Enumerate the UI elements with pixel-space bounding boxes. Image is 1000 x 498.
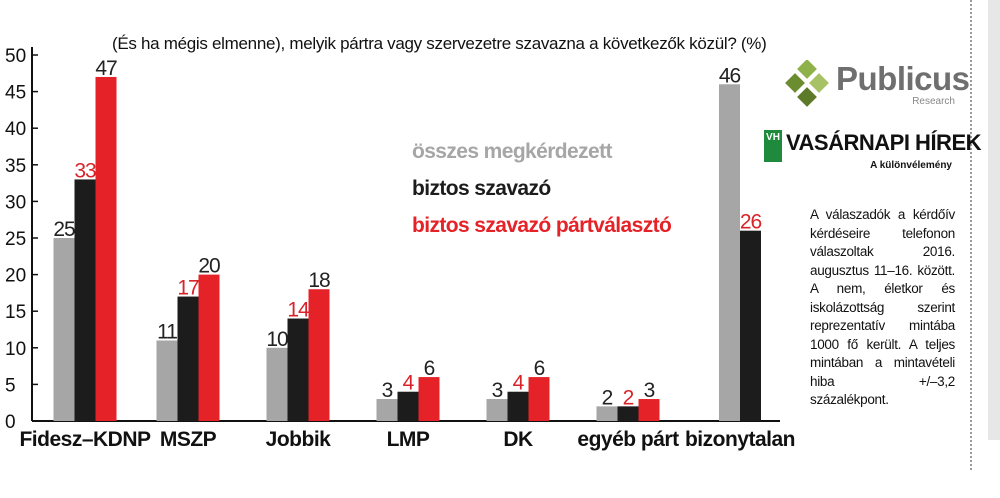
vasarnapi-hirek-logo: VH VASÁRNAPI HÍREK A különvélemény [764,130,982,176]
bar [53,238,75,421]
bar [507,391,529,421]
legend-entry: biztos szavazó pártválasztó [412,214,671,237]
bar [528,377,550,421]
bar [397,391,419,421]
methodology-note: A válaszadók a kérdőív kérdéseire telefo… [810,207,955,407]
data-label: 14 [287,299,310,322]
bar [198,274,220,421]
bar [266,347,288,421]
publicus-wordmark: Publicus [836,60,970,97]
y-tick-label: 35 [5,156,26,177]
data-label: 20 [198,255,220,278]
category-label: DK [503,428,533,451]
legend: összes megkérdezett biztos szavazó biztos … [412,140,672,237]
bar [596,406,618,421]
bar [617,406,639,421]
vh-mark-icon: VH [764,130,782,162]
page-edge-rail [988,0,1000,440]
vh-wordmark: VASÁRNAPI HÍREK [786,130,982,155]
bar [719,84,740,421]
bar [376,399,398,421]
vh-subtitle: A különvélemény [870,160,952,171]
data-label: 47 [95,57,117,80]
data-label: 17 [177,277,199,300]
data-label: 2 [602,386,613,409]
data-label: 26 [740,211,762,234]
data-label: 4 [513,372,525,395]
data-label: 46 [719,64,741,87]
category-labels: Fidesz–KDNP MSZP Jobbik LMP DK egyéb párt bizo… [19,428,795,451]
category-label: LMP [387,428,430,451]
category-label: Fidesz–KDNP [19,428,151,451]
bar [287,318,309,421]
data-label: 6 [534,357,545,380]
y-tick-label: 50 [5,46,26,67]
y-tick-label: 0 [5,412,16,433]
y-tick-label: 30 [5,192,26,213]
data-label: 25 [53,218,75,241]
category-label: bizonytalan [685,428,795,451]
data-label: 33 [74,159,96,182]
data-label: 18 [308,269,330,292]
publicus-subtitle: Research [912,96,955,107]
y-tick-label: 10 [5,339,26,360]
category-label: Jobbik [266,428,331,451]
publicus-logo: Publicus Research [784,58,970,110]
category-label: egyéb párt [577,428,679,451]
y-tick-label: 15 [5,302,26,323]
data-label: 4 [403,372,415,395]
y-tick-label: 25 [5,229,26,250]
y-tick-label: 40 [5,119,26,140]
y-tick-label: 45 [5,83,26,104]
category-label: MSZP [160,428,217,451]
bar [95,76,117,422]
bar [486,399,508,421]
dotted-separator [970,0,972,470]
bars [53,76,761,422]
bar [156,340,178,421]
data-label: 11 [157,320,177,343]
bar [740,230,761,421]
bar [638,399,660,421]
legend-entry: biztos szavazó [412,177,551,200]
data-label: 3 [382,379,393,402]
chart-title: (És ha mégis elmenne), melyik pártra vag… [112,34,766,53]
bar [418,377,440,421]
legend-entry: összes megkérdezett [412,140,612,163]
publicus-diamond-icon [785,60,829,107]
data-label: 6 [424,357,435,380]
y-axis: 0 5 10 15 20 25 30 35 40 45 50 [5,46,780,433]
data-label: 3 [492,379,503,402]
bar [74,179,96,421]
bar [308,289,330,421]
bar [177,296,199,421]
data-label: 10 [266,328,288,351]
y-tick-label: 20 [5,266,26,287]
data-label: 2 [623,386,634,409]
y-tick-label: 5 [5,375,16,396]
data-label: 3 [644,379,655,402]
